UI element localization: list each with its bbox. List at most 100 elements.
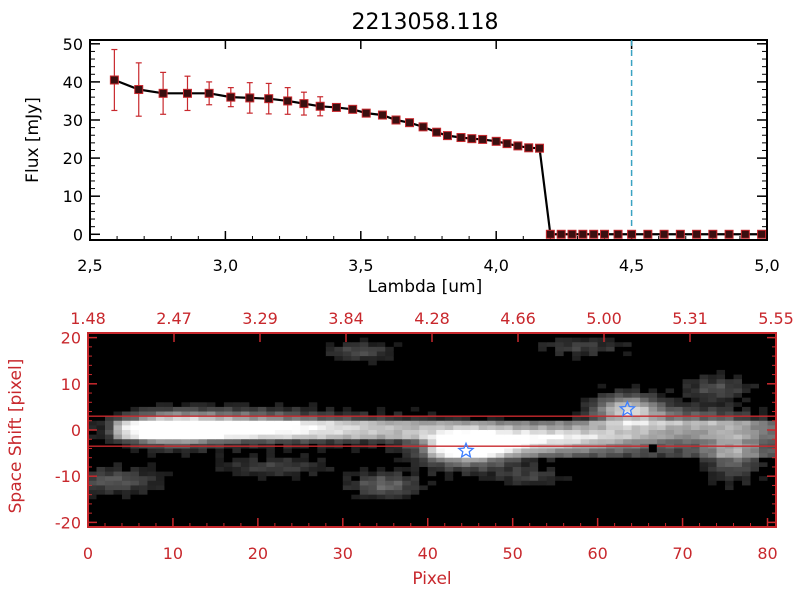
spectrum-pixel [308,406,318,413]
top-flux-point [331,102,341,112]
spectrum-pixel [759,476,769,482]
spectrum-pixel [147,503,157,510]
spectrum-pixel [691,517,701,523]
spectrum-pixel [691,411,701,417]
spectrum-pixel [291,434,301,440]
spectrum-pixel [172,448,183,454]
spectrum-pixel [733,416,743,422]
spectrum-pixel [385,342,395,348]
spectrum-pixel [427,406,437,413]
spectrum-pixel [342,430,352,436]
spectrum-pixel [538,420,548,426]
spectrum-pixel [317,360,327,366]
spectrum-pixel [334,346,344,353]
spectrum-pixel [402,466,412,473]
spectrum-pixel [249,448,259,454]
spectrum-pixel [266,499,276,505]
spectrum-pixel [189,485,200,491]
spectrum-pixel [104,466,115,473]
spectrum-pixel [691,374,701,380]
spectrum-pixel [334,499,344,505]
spectrum-pixel [206,448,217,454]
spectrum-pixel [733,522,743,528]
spectrum-pixel [164,457,174,463]
spectrum-pixel [147,448,157,454]
spectrum-pixel [563,503,573,510]
spectrum-pixel [351,333,361,339]
spectrum-pixel [631,374,641,380]
spectrum-pixel [725,425,735,431]
spectrum-pixel [495,411,505,417]
spectrum-pixel [742,388,752,394]
spectrum-pixel [385,453,395,459]
spectrum-pixel [308,457,318,463]
spectrum-pixel [640,337,650,343]
spectrum-pixel [376,420,386,426]
spectrum-pixel [240,490,250,496]
spectrum-pixel [529,402,539,408]
spectrum-pixel [138,388,149,394]
spectrum-pixel [359,480,369,487]
spectrum-pixel [402,499,412,505]
spectrum-pixel [198,342,208,348]
top-flux-point [708,229,718,239]
spectrum-pixel [759,365,769,371]
spectrum-pixel [759,420,769,426]
spectrum-pixel [393,457,403,463]
spectrum-pixel [189,439,200,445]
spectrum-pixel [555,471,565,477]
spectrum-pixel [597,462,607,468]
spectrum-pixel [563,430,573,436]
spectrum-pixel [606,448,616,454]
spectrum-pixel [521,402,531,408]
top-flux-point [418,122,428,132]
spectrum-pixel [640,406,650,413]
spectrum-pixel [572,522,582,528]
spectrum-pixel [529,342,539,348]
spectrum-pixel [597,383,607,390]
spectrum-pixel [96,439,106,445]
spectrum-pixel [767,393,777,399]
spectrum-pixel [606,471,616,477]
spectrum-pixel [699,457,709,463]
spectrum-pixel [155,434,166,440]
spectrum-pixel [130,439,140,445]
spectrum-pixel [657,490,667,496]
spectrum-pixel [130,397,140,403]
spectrum-pixel [88,503,98,510]
spectrum-pixel [767,397,777,403]
spectrum-pixel [257,471,267,477]
spectrum-pixel [351,513,361,519]
spectrum-pixel [606,402,616,408]
spectrum-pixel [232,342,242,348]
spectrum-pixel [113,439,123,445]
spectrum-pixel [359,476,369,482]
spectrum-pixel [487,466,497,473]
spectrum-pixel [750,490,760,496]
spectrum-pixel [359,503,369,510]
spectrum-pixel [444,351,454,357]
spectrum-pixel [444,360,454,366]
spectrum-pixel [640,383,650,390]
spectrum-pixel [274,466,284,473]
spectrum-pixel [572,485,582,491]
spectrum-pixel [283,462,293,468]
spectrum-pixel [325,466,335,473]
spectrum-pixel [453,393,463,399]
spectrum-pixel [368,471,378,477]
spectrum-pixel [393,342,403,348]
spectrum-pixel [572,333,582,339]
spectrum-pixel [121,416,132,422]
spectrum-pixel [257,499,267,505]
spectrum-pixel [198,411,208,417]
spectrum-pixel [147,333,157,339]
spectrum-pixel [521,466,531,473]
spectrum-pixel [546,490,556,496]
spectrum-pixel [334,466,344,473]
spectrum-pixel [368,490,378,496]
spectrum-pixel [147,337,157,343]
spectrum-pixel [147,346,157,353]
spectrum-pixel [504,490,514,496]
spectrum-pixel [232,346,242,353]
spectrum-pixel [478,393,488,399]
